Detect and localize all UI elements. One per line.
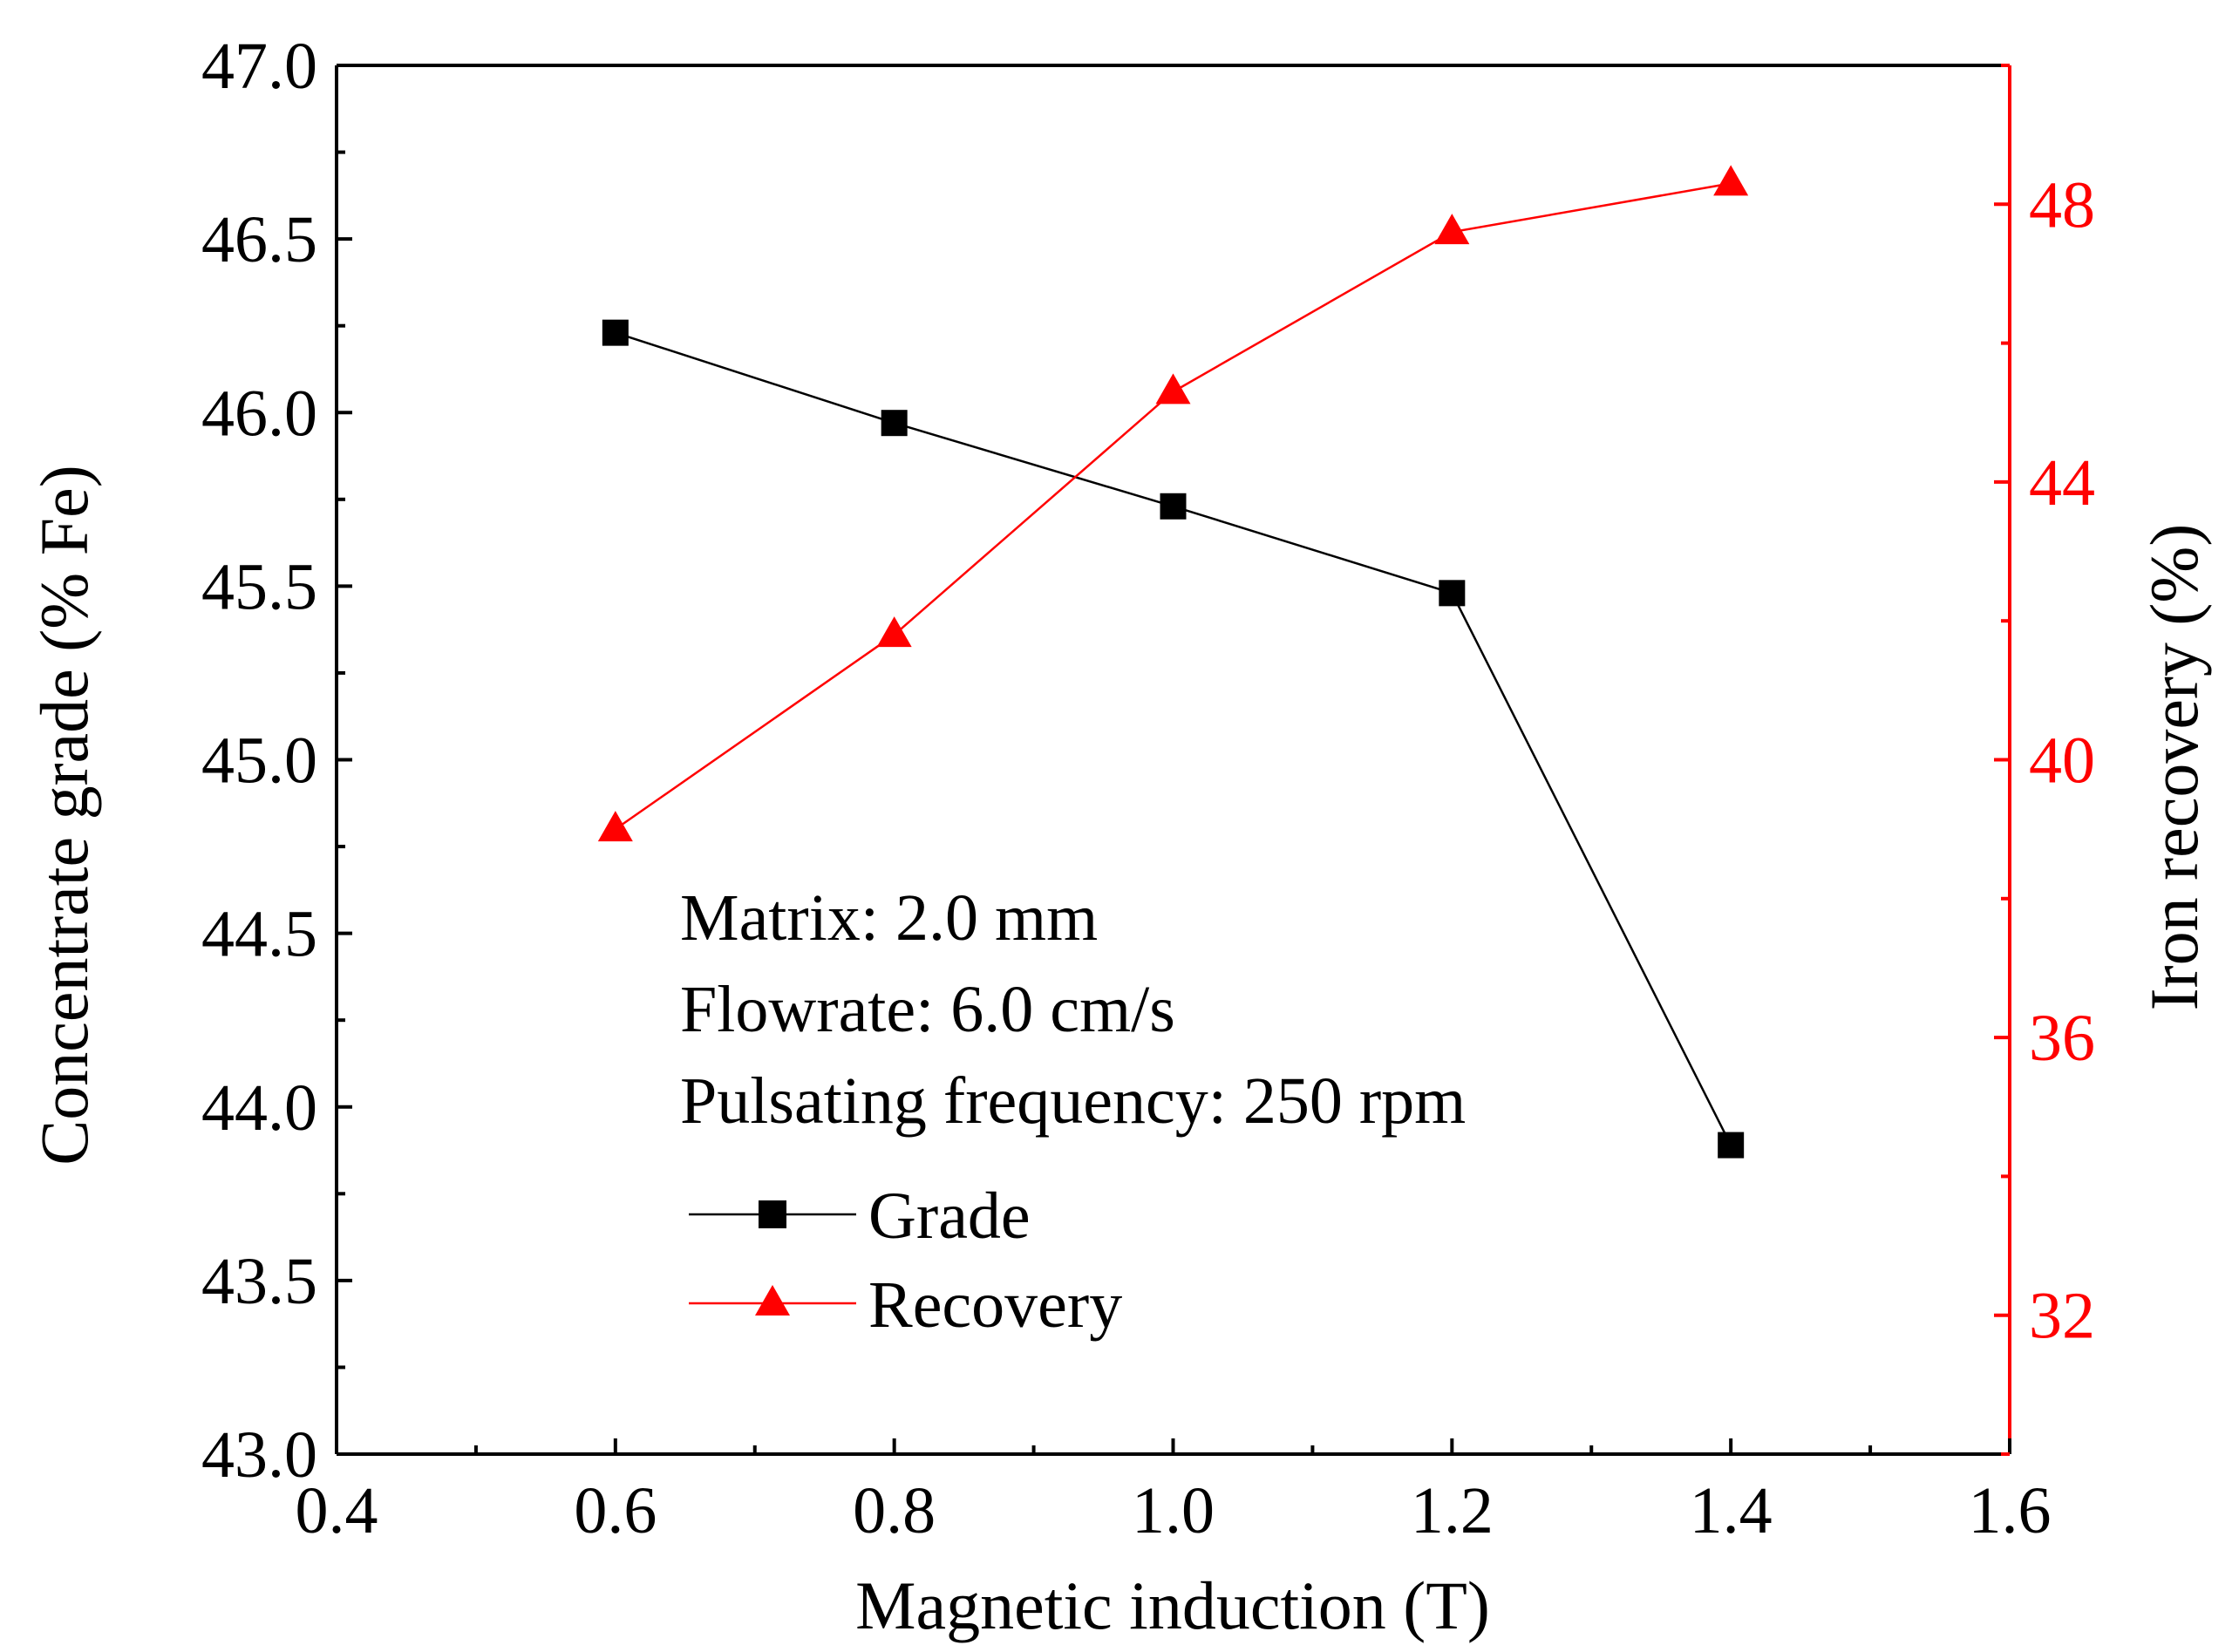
y-right-tick-label: 48 (2029, 168, 2095, 241)
legend-grade-marker (759, 1200, 786, 1228)
annotation-matrix: Matrix: 2.0 mm (680, 881, 1098, 955)
x-tick-label: 0.6 (574, 1474, 657, 1547)
data-point-recovery (1155, 373, 1191, 405)
data-point-grade (881, 410, 908, 437)
data-point-recovery (597, 811, 633, 842)
x-tick-label: 1.0 (1132, 1474, 1215, 1547)
left-axis-ticks: 43.0 43.5 44.0 44.5 45.0 45.5 46.0 46.5 47.0 (201, 30, 352, 1492)
y-left-tick-label: 43.5 (201, 1245, 317, 1318)
data-point-recovery (1434, 214, 1470, 245)
x-tick-label: 1.2 (1411, 1474, 1494, 1547)
x-axis-ticks: 0.4 0.6 0.8 1.0 1.2 1.4 1.6 (296, 1438, 2052, 1547)
data-point-grade (602, 319, 629, 346)
right-axis-ticks: 32 36 40 44 48 (1994, 64, 2095, 1456)
x-tick-label: 0.8 (853, 1474, 936, 1547)
legend-recovery-label: Recovery (868, 1268, 1122, 1342)
legend-grade-label: Grade (868, 1180, 1031, 1253)
series-layer (597, 165, 1749, 1159)
left-axis-label: Concentrate grade (% Fe) (26, 465, 102, 1165)
data-point-recovery (1713, 165, 1749, 196)
annotation-flowrate: Flowrate: 6.0 cm/s (680, 973, 1175, 1046)
y-right-tick-label: 40 (2029, 724, 2095, 798)
y-left-tick-label: 43.0 (201, 1418, 317, 1492)
y-left-tick-label: 44.5 (201, 898, 317, 971)
x-tick-label: 1.4 (1690, 1474, 1773, 1547)
y-right-tick-label: 32 (2029, 1280, 2095, 1353)
data-point-grade (1439, 580, 1466, 607)
right-axis-label: Iron recovery (%) (2136, 524, 2212, 1011)
y-left-tick-label: 47.0 (201, 30, 317, 103)
y-left-tick-label: 44.0 (201, 1071, 317, 1145)
y-left-tick-label: 45.0 (201, 724, 317, 798)
y-left-tick-label: 45.5 (201, 550, 317, 623)
data-point-grade (1718, 1132, 1745, 1159)
y-left-tick-label: 46.0 (201, 377, 317, 450)
data-point-grade (1160, 493, 1187, 520)
annotation-frequency: Pulsating frequency: 250 rpm (680, 1064, 1466, 1138)
y-right-tick-label: 36 (2029, 1002, 2095, 1075)
x-axis-label: Magnetic induction (T) (855, 1567, 1490, 1643)
legend: Grade Recovery (689, 1180, 1122, 1342)
x-tick-label: 1.6 (1969, 1474, 2052, 1547)
legend-recovery-marker (755, 1285, 790, 1315)
conditions-annotation: Matrix: 2.0 mm Flowrate: 6.0 cm/s Pulsat… (680, 881, 1466, 1138)
x-tick-label: 0.4 (296, 1474, 378, 1547)
y-left-tick-label: 46.5 (201, 203, 317, 276)
y-right-tick-label: 44 (2029, 446, 2095, 520)
data-point-recovery (876, 616, 912, 648)
